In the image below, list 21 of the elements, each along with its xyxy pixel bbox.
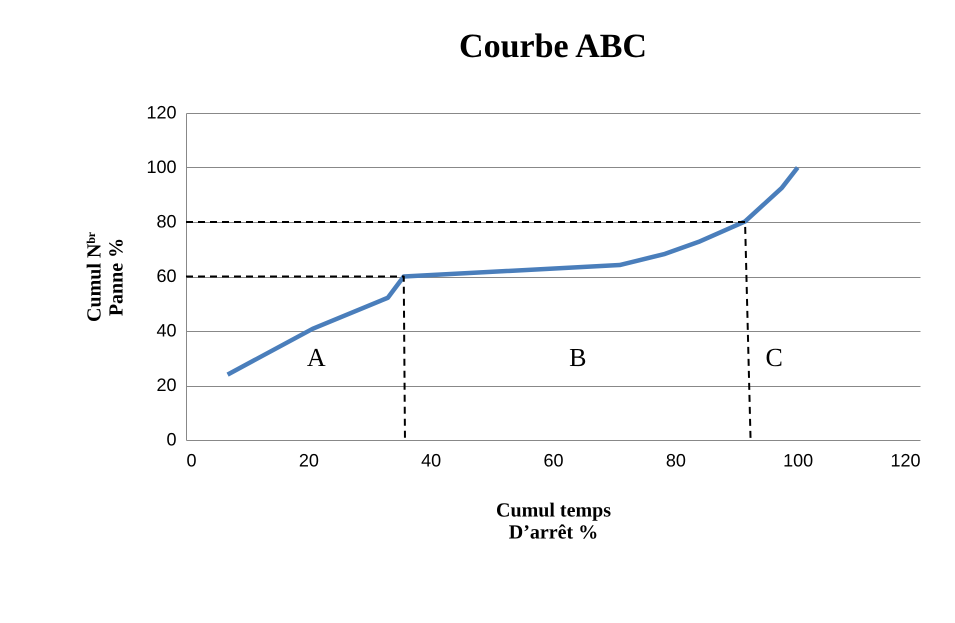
annotation: A [306, 343, 326, 372]
y-tick-label: 20 [156, 375, 176, 395]
y-tick-label: 120 [146, 102, 176, 122]
line-series [225, 165, 800, 377]
y-tick-label: 100 [146, 157, 176, 177]
x-axis-title: Cumul temps D’arrêt % [496, 500, 612, 544]
x-tick-label: 20 [298, 450, 319, 470]
x-tick-label: 60 [543, 450, 564, 470]
chart-title: Courbe ABC [459, 28, 647, 65]
x-tick-label: 0 [186, 450, 197, 470]
y-tick-label: 80 [156, 212, 176, 232]
y-tick-label: 40 [156, 320, 176, 340]
x-tick-label: 80 [666, 450, 686, 470]
y-tick-label: 60 [156, 266, 176, 286]
x-tick-label: 40 [421, 450, 442, 470]
x-tick-label: 100 [783, 450, 814, 470]
x-tick-label: 120 [890, 450, 920, 470]
annotation: C [765, 343, 783, 372]
y-tick-label: 0 [166, 430, 176, 450]
annotation: B [569, 343, 586, 372]
y-axis-title: Cumul Nᵇʳ Panne % [83, 232, 128, 322]
